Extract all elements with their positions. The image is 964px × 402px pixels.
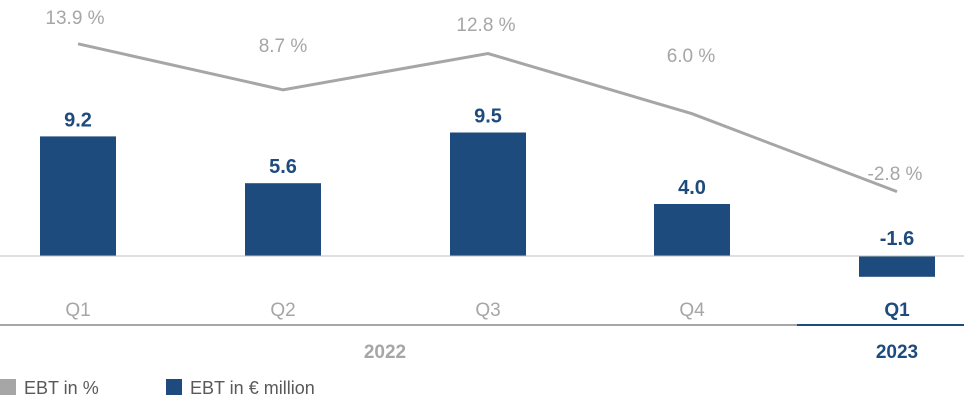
x-tick-label: Q4 [679, 300, 705, 321]
legend: EBT in % EBT in € million [0, 378, 315, 398]
ebt-bar-label: 5.6 [269, 156, 297, 178]
ebt-bar-label: 9.2 [64, 109, 92, 131]
ebt-bar [450, 132, 526, 256]
ebt-percent-label: 8.7 % [259, 36, 308, 57]
ebt-bar [40, 136, 116, 256]
ebt-percent-line-layer: 13.9 % 8.7 % 12.8 % 6.0 % -2.8 % [45, 8, 923, 194]
x-tick-label: Q1 [884, 300, 910, 321]
ebt-bar-layer: 9.2 5.6 9.5 4.0 -1.6 [40, 106, 935, 277]
year-label-2023: 2023 [876, 342, 918, 363]
ebt-bar [654, 204, 730, 256]
ebt-percent-line [77, 42, 898, 194]
ebt-bar-label: -1.6 [880, 228, 914, 250]
ebt-bar [245, 183, 321, 256]
x-tick-label: Q3 [475, 300, 500, 321]
ebt-percent-label: 13.9 % [45, 8, 104, 29]
ebt-bar-label: 9.5 [474, 106, 502, 128]
legend-label: EBT in € million [190, 378, 315, 398]
ebt-percent-label: -2.8 % [868, 164, 923, 185]
ebt-bar-label: 4.0 [678, 177, 706, 199]
legend-label: EBT in % [24, 378, 99, 398]
year-label-2022: 2022 [364, 342, 406, 363]
legend-swatch [166, 379, 182, 395]
axis-layer: Q1 Q2 Q3 Q4 Q1 2022 2023 [0, 255, 964, 363]
ebt-percent-label: 12.8 % [456, 15, 515, 36]
ebt-bar [859, 256, 935, 277]
legend-swatch [0, 379, 16, 395]
ebt-percent-label: 6.0 % [667, 46, 716, 67]
x-tick-label: Q1 [65, 300, 90, 321]
x-tick-label: Q2 [270, 300, 295, 321]
